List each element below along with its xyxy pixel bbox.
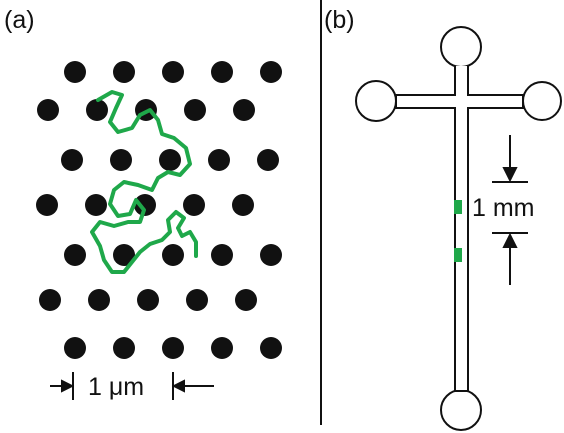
- pillar: [113, 337, 135, 359]
- pillar: [113, 61, 135, 83]
- pillar: [186, 289, 208, 311]
- scale-label: 1 μm: [88, 373, 144, 401]
- pillar: [36, 194, 58, 216]
- scale-label: 1 mm: [472, 194, 535, 222]
- pillar: [159, 149, 181, 171]
- pillar: [37, 99, 59, 121]
- band: [454, 200, 462, 214]
- pillar: [137, 289, 159, 311]
- pillar: [64, 61, 86, 83]
- pillar: [208, 149, 230, 171]
- pillar: [184, 99, 206, 121]
- pillar-array: [36, 61, 282, 359]
- panel-label: (b): [324, 6, 355, 34]
- pillar: [211, 337, 233, 359]
- band: [454, 248, 462, 262]
- pillar: [260, 61, 282, 83]
- pillar: [162, 61, 184, 83]
- pillar: [183, 194, 205, 216]
- pillar: [64, 337, 86, 359]
- microchannel: [356, 27, 561, 430]
- pillar: [88, 289, 110, 311]
- figure: (a) (b) 1 μm 1 mm: [0, 0, 564, 433]
- pillar: [39, 289, 61, 311]
- pillar: [162, 337, 184, 359]
- pillar: [64, 244, 86, 266]
- pillar: [85, 194, 107, 216]
- pillar: [235, 289, 257, 311]
- pillar: [86, 99, 108, 121]
- pillar: [211, 61, 233, 83]
- pillar: [61, 149, 83, 171]
- pillar: [260, 244, 282, 266]
- pillar: [257, 149, 279, 171]
- pillar: [162, 244, 184, 266]
- pillar: [110, 149, 132, 171]
- pillar: [211, 244, 233, 266]
- pillar: [260, 337, 282, 359]
- pillar: [232, 194, 254, 216]
- pillar: [233, 99, 255, 121]
- panel-label: (a): [4, 6, 35, 34]
